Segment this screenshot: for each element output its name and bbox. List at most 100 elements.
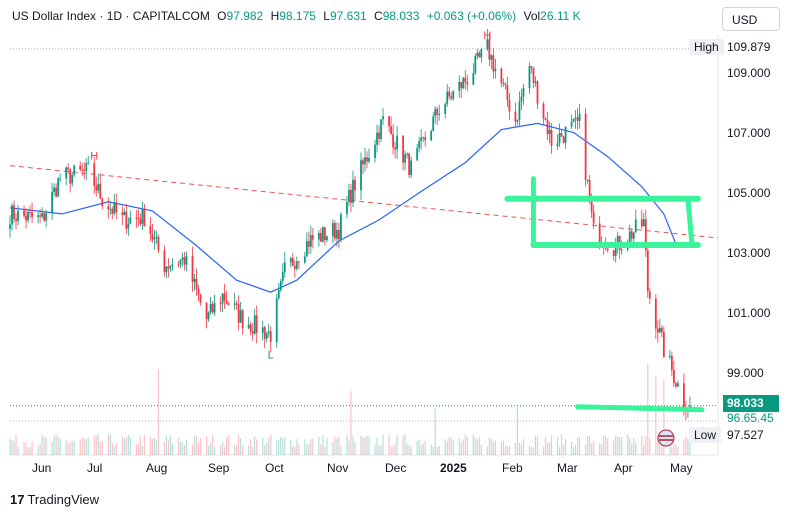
volume-bar (436, 446, 438, 455)
volume-bar (193, 435, 196, 455)
candle-body (149, 226, 152, 235)
candle-body (450, 96, 453, 99)
volume-bar (219, 445, 222, 455)
candle-body (522, 88, 525, 97)
candle-body (37, 215, 39, 218)
volume-bar (238, 434, 240, 455)
candle-body (362, 160, 364, 165)
volume-bar (663, 380, 665, 455)
candle-body (354, 179, 356, 191)
candle-body (295, 261, 298, 269)
volume-bar (544, 437, 547, 455)
volume-bar (43, 437, 45, 455)
volume-bar (657, 436, 659, 455)
candle-body (502, 83, 505, 85)
volume-bar (577, 437, 579, 455)
volume-bar (518, 442, 521, 455)
candle-body (265, 333, 268, 339)
candle-body (558, 132, 561, 144)
volume-bar (633, 437, 635, 455)
volume-bar (113, 446, 115, 455)
candle-body (572, 118, 575, 122)
volume-bar (546, 443, 549, 455)
volume-bar (570, 441, 573, 455)
candle-body (366, 157, 368, 162)
volume-bar (494, 440, 496, 455)
low-tag-value: 97.527 (727, 428, 764, 442)
candle-body (550, 129, 553, 146)
candle-body (448, 91, 451, 97)
candle-body (237, 304, 240, 323)
tradingview-logo-icon: 17 (10, 492, 25, 507)
volume-bar (228, 435, 230, 455)
volume-bar (368, 435, 370, 455)
volume-bar (163, 441, 166, 455)
volume-bar (354, 441, 356, 455)
candle-body (674, 383, 677, 387)
candle-body (494, 68, 497, 72)
candle-body (462, 77, 465, 89)
volume-bar (262, 437, 264, 455)
candle-body (125, 211, 128, 229)
volume-bar (506, 446, 509, 455)
volume-bar (558, 447, 561, 455)
volume-bar (402, 435, 404, 455)
volume-bar (51, 441, 53, 455)
volume-bar (57, 436, 59, 455)
time-label-nov: Nov (327, 461, 349, 475)
candle-body (113, 202, 116, 214)
price-tick-107: 107.000 (727, 126, 771, 140)
volume-bar (334, 436, 336, 455)
volume-bar (280, 437, 282, 455)
candle-body (374, 144, 376, 158)
volume-bar (374, 444, 376, 455)
volume-bar (87, 437, 89, 455)
volume-bar (240, 438, 242, 455)
volume-bar (364, 437, 366, 455)
candle-body (592, 211, 595, 224)
volume-bar (422, 443, 424, 455)
candle-body (101, 198, 104, 207)
volume-bar (115, 442, 117, 455)
candle-body (530, 66, 533, 68)
currency-button[interactable]: USD (722, 7, 780, 31)
volume-bar (601, 443, 603, 455)
candle-body (97, 183, 100, 191)
volume-bar (69, 441, 71, 455)
candle-body (9, 224, 11, 229)
volume-bar (129, 436, 131, 455)
volume-bar (490, 438, 492, 455)
candle-body (281, 272, 284, 281)
volume-bar (45, 437, 47, 455)
candle-body (227, 303, 230, 305)
candle-body (562, 136, 565, 143)
volume-bar (366, 435, 368, 455)
volume-bar (169, 435, 172, 455)
candle-body (536, 81, 539, 104)
volume-bar (195, 436, 198, 455)
candle-body (95, 185, 98, 191)
candle-body (534, 81, 537, 83)
candle-body (85, 163, 88, 171)
candle-body (588, 179, 591, 199)
symbol-title[interactable]: US Dollar Index · 1D · CAPITALCOM (12, 9, 210, 23)
time-label-dec: Dec (385, 461, 407, 475)
candle-body (99, 183, 102, 199)
pivot-label: H (483, 30, 491, 42)
volume-bar (340, 445, 342, 455)
open-value: 97.982 (226, 9, 264, 23)
tradingview-logo[interactable]: 17 TradingView (10, 492, 99, 507)
candle-body (197, 289, 200, 295)
candle-body (422, 137, 425, 139)
volume-bar (95, 436, 97, 455)
candle-body (249, 324, 252, 331)
candle-body (390, 126, 392, 135)
volume-bar (213, 447, 216, 455)
candle-body (321, 227, 324, 242)
volume-bar (444, 438, 446, 455)
volume-bar (673, 444, 675, 455)
volume-bar (284, 437, 286, 455)
candle-body (169, 266, 172, 269)
candle-body (43, 213, 45, 221)
